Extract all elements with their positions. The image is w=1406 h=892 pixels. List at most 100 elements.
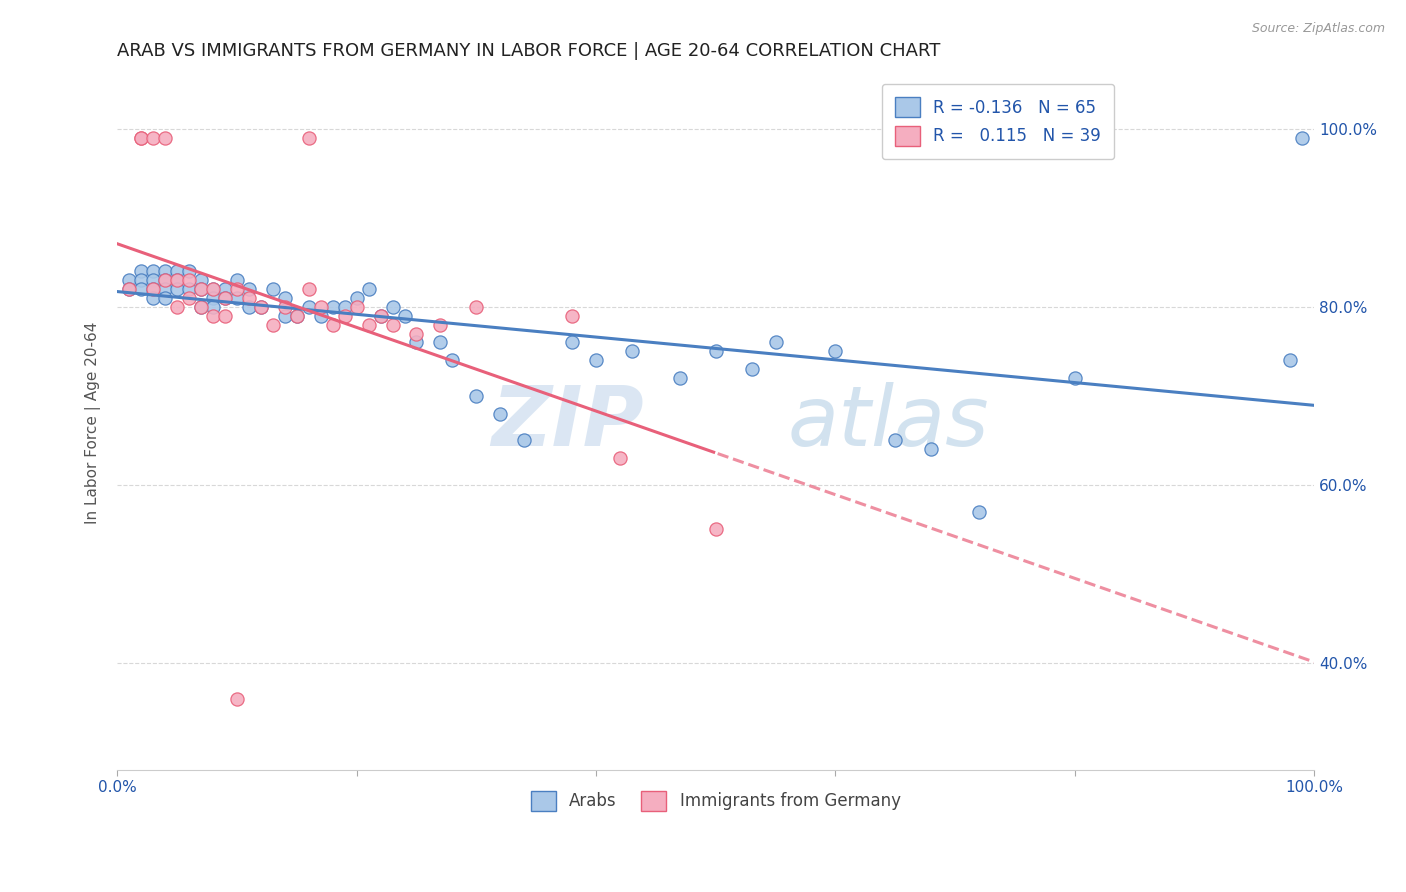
Point xyxy=(238,282,260,296)
Point xyxy=(298,300,321,314)
Point xyxy=(741,362,763,376)
Point xyxy=(381,300,404,314)
Point xyxy=(190,282,212,296)
Point xyxy=(202,282,225,296)
Point xyxy=(202,282,225,296)
Point xyxy=(333,300,356,314)
Point xyxy=(274,291,297,305)
Legend: Arabs, Immigrants from Germany: Arabs, Immigrants from Germany xyxy=(517,777,914,824)
Point xyxy=(142,282,165,296)
Point xyxy=(166,300,188,314)
Point xyxy=(202,300,225,314)
Point xyxy=(322,300,344,314)
Point xyxy=(668,371,690,385)
Point xyxy=(561,309,583,323)
Point xyxy=(346,300,368,314)
Point xyxy=(609,451,631,466)
Text: ARAB VS IMMIGRANTS FROM GERMANY IN LABOR FORCE | AGE 20-64 CORRELATION CHART: ARAB VS IMMIGRANTS FROM GERMANY IN LABOR… xyxy=(117,42,941,60)
Point xyxy=(370,309,392,323)
Point xyxy=(405,335,427,350)
Point xyxy=(1063,371,1085,385)
Point xyxy=(166,273,188,287)
Point xyxy=(704,344,727,359)
Point xyxy=(129,130,152,145)
Point xyxy=(214,291,236,305)
Point xyxy=(765,335,787,350)
Point xyxy=(262,282,284,296)
Point xyxy=(513,434,536,448)
Point xyxy=(333,309,356,323)
Point xyxy=(1279,353,1302,368)
Point xyxy=(226,273,249,287)
Point xyxy=(967,505,990,519)
Point xyxy=(153,282,176,296)
Point xyxy=(561,335,583,350)
Point xyxy=(129,282,152,296)
Point xyxy=(177,264,200,278)
Point xyxy=(884,434,907,448)
Point xyxy=(142,282,165,296)
Point xyxy=(285,309,308,323)
Point xyxy=(489,407,512,421)
Point xyxy=(129,130,152,145)
Point xyxy=(250,300,273,314)
Point xyxy=(226,291,249,305)
Point xyxy=(405,326,427,341)
Text: Source: ZipAtlas.com: Source: ZipAtlas.com xyxy=(1251,22,1385,36)
Point xyxy=(285,309,308,323)
Point xyxy=(118,273,141,287)
Point xyxy=(585,353,607,368)
Point xyxy=(357,318,380,332)
Point xyxy=(153,130,176,145)
Point xyxy=(118,282,141,296)
Point xyxy=(190,282,212,296)
Point xyxy=(309,309,332,323)
Point xyxy=(214,309,236,323)
Point xyxy=(226,282,249,296)
Point xyxy=(704,523,727,537)
Point xyxy=(142,273,165,287)
Point xyxy=(153,273,176,287)
Y-axis label: In Labor Force | Age 20-64: In Labor Force | Age 20-64 xyxy=(86,321,101,524)
Text: ZIP: ZIP xyxy=(491,382,644,463)
Point xyxy=(238,300,260,314)
Point xyxy=(214,291,236,305)
Point xyxy=(142,291,165,305)
Point xyxy=(190,300,212,314)
Point xyxy=(357,282,380,296)
Point xyxy=(346,291,368,305)
Point xyxy=(177,282,200,296)
Point xyxy=(190,300,212,314)
Point xyxy=(202,309,225,323)
Point xyxy=(118,282,141,296)
Point xyxy=(824,344,846,359)
Point xyxy=(166,273,188,287)
Point xyxy=(620,344,643,359)
Point xyxy=(226,691,249,706)
Point xyxy=(166,264,188,278)
Point xyxy=(153,273,176,287)
Point xyxy=(190,273,212,287)
Point xyxy=(274,300,297,314)
Point xyxy=(177,291,200,305)
Point xyxy=(250,300,273,314)
Point xyxy=(129,264,152,278)
Point xyxy=(370,309,392,323)
Point xyxy=(322,318,344,332)
Point xyxy=(1291,130,1313,145)
Point xyxy=(465,389,488,403)
Point xyxy=(309,300,332,314)
Point xyxy=(298,282,321,296)
Point xyxy=(129,273,152,287)
Point xyxy=(274,309,297,323)
Point xyxy=(142,264,165,278)
Point xyxy=(177,273,200,287)
Point xyxy=(298,130,321,145)
Point xyxy=(394,309,416,323)
Point xyxy=(238,291,260,305)
Point xyxy=(166,282,188,296)
Text: atlas: atlas xyxy=(787,382,988,463)
Point xyxy=(153,264,176,278)
Point xyxy=(920,442,942,457)
Point xyxy=(465,300,488,314)
